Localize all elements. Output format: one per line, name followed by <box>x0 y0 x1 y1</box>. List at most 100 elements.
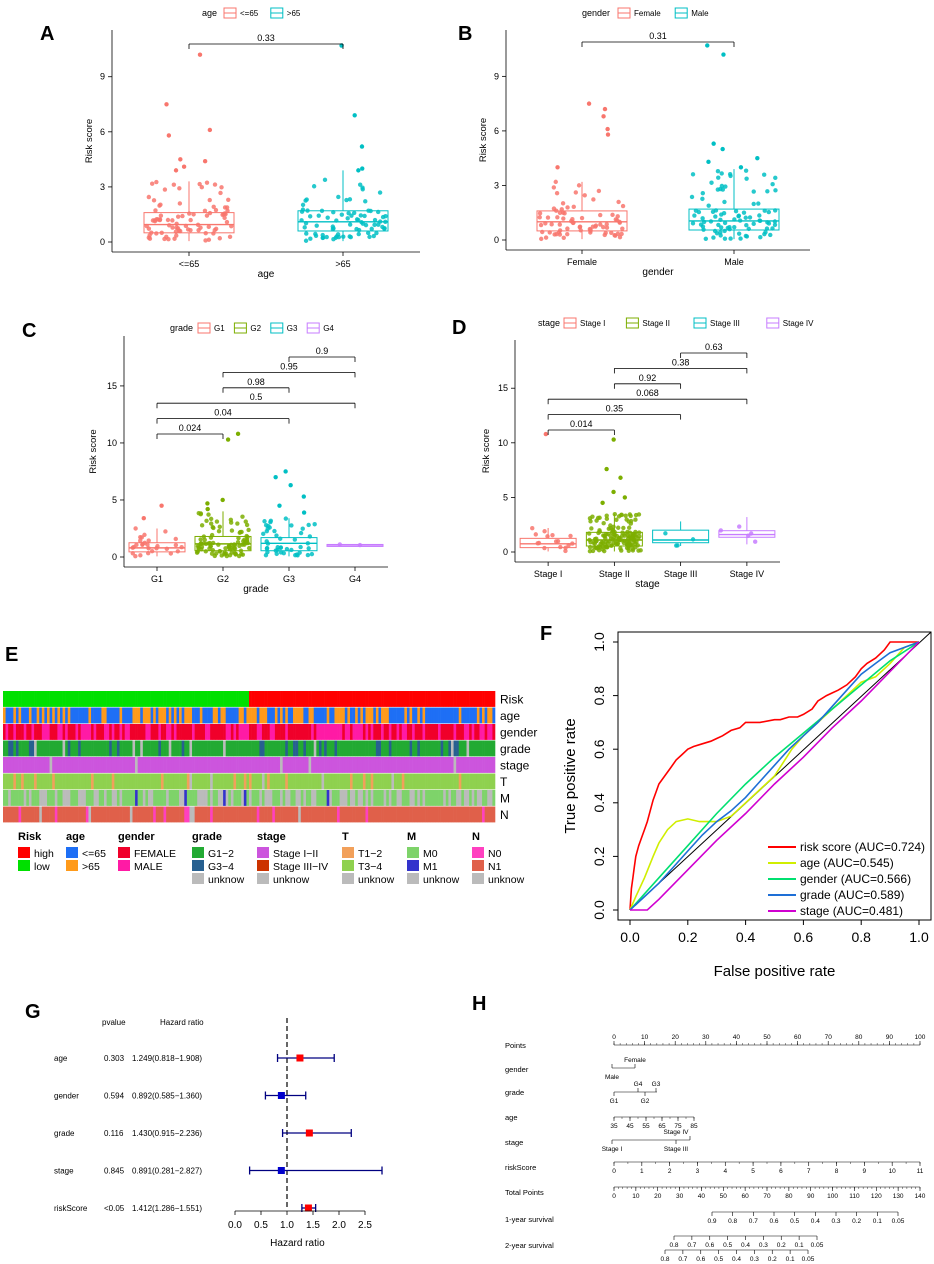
y-tick-label: 10 <box>107 438 117 448</box>
heatmap-cell <box>445 707 449 724</box>
heatmap-cell <box>399 691 403 707</box>
heatmap-cell <box>228 740 232 757</box>
data-point <box>605 531 610 537</box>
heatmap-cell <box>57 707 61 724</box>
heatmap-cell <box>443 757 447 773</box>
heatmap-cell <box>419 757 423 773</box>
heatmap-cell <box>458 724 462 740</box>
heatmap-cell <box>238 806 242 823</box>
legend-label: unknow <box>273 874 310 886</box>
heatmap-cell <box>251 806 255 823</box>
heatmap-cell <box>394 691 397 707</box>
heatmap-cell <box>119 691 123 707</box>
heatmap-cell <box>241 724 245 740</box>
heatmap-cell <box>251 691 255 707</box>
heatmap-cell <box>184 691 188 707</box>
legend-label: G1 <box>214 324 225 333</box>
heatmap-cell <box>489 790 493 806</box>
y-tick-label: 0.6 <box>591 739 607 759</box>
heatmap-cell <box>355 740 359 757</box>
heatmap-cell <box>194 724 198 740</box>
heatmap-cell <box>282 773 286 790</box>
legend-label: T3−4 <box>358 861 382 873</box>
heatmap-cell <box>352 707 356 724</box>
data-point <box>570 541 575 546</box>
heatmap-cell <box>8 724 12 740</box>
heatmap-cell <box>412 757 416 773</box>
data-point <box>617 220 622 225</box>
heatmap-cell <box>272 806 276 823</box>
data-point <box>719 212 724 217</box>
heatmap-cell <box>370 707 374 724</box>
heatmap-cell <box>285 740 289 757</box>
data-point <box>336 194 341 200</box>
data-point <box>624 542 630 547</box>
heatmap-cell <box>373 707 377 724</box>
heatmap-cell <box>479 773 483 790</box>
heatmap-cell <box>303 790 307 806</box>
heatmap-cell <box>26 691 30 707</box>
data-point <box>337 542 343 547</box>
heatmap-cell <box>360 724 364 740</box>
data-point <box>213 207 219 213</box>
heatmap-cell <box>122 790 126 806</box>
data-point <box>204 518 209 523</box>
heatmap-cell <box>233 724 237 740</box>
heatmap-cell <box>67 806 71 823</box>
data-point <box>383 213 388 219</box>
heatmap-cell <box>41 691 45 707</box>
heatmap-cell <box>96 740 100 757</box>
heatmap-cell <box>331 757 335 773</box>
heatmap-cell <box>474 707 478 724</box>
heatmap-cell <box>202 757 206 773</box>
heatmap-cell <box>489 757 493 773</box>
data-point <box>744 223 749 228</box>
heatmap-cell <box>109 707 113 724</box>
heatmap-cell <box>381 806 384 823</box>
legend-label: G1−2 <box>208 848 234 860</box>
heatmap-cell <box>287 773 291 790</box>
heatmap-cell <box>212 724 216 740</box>
data-point <box>145 550 151 556</box>
heatmap-cell <box>241 773 245 790</box>
heatmap-cell <box>256 691 260 707</box>
heatmap-cell <box>119 724 123 740</box>
heatmap-cell <box>137 691 141 707</box>
data-point <box>195 222 201 227</box>
heatmap-cell <box>251 707 255 724</box>
heatmap-cell <box>492 806 496 823</box>
heatmap-cell <box>300 757 304 773</box>
heatmap-cell <box>489 806 493 823</box>
legend-label: G2 <box>250 324 261 333</box>
data-point-outlier <box>301 510 307 515</box>
heatmap-cell <box>49 724 53 740</box>
row-label: riskScore <box>54 1204 88 1213</box>
data-point <box>690 172 696 177</box>
heatmap-cell <box>220 757 224 773</box>
row-pvalue: 0.594 <box>104 1092 125 1101</box>
heatmap-cell <box>192 724 195 740</box>
heatmap-cell <box>313 757 317 773</box>
heatmap-cell <box>210 790 214 806</box>
heatmap-cell <box>386 740 390 757</box>
heatmap-cell <box>186 790 190 806</box>
legend-label: M1 <box>423 861 438 873</box>
scale-tick-label: 4 <box>723 1168 727 1175</box>
data-point <box>211 525 216 531</box>
heatmap-cell <box>321 806 325 823</box>
heatmap-cell <box>5 757 9 773</box>
heatmap-cell <box>91 707 94 724</box>
heatmap-cell <box>254 740 258 757</box>
data-point <box>239 529 244 535</box>
data-point <box>177 201 183 206</box>
heatmap-cell <box>204 691 208 707</box>
data-point <box>207 197 212 203</box>
data-point <box>244 540 249 545</box>
heatmap-cell <box>373 691 377 707</box>
heatmap-cell <box>114 790 118 806</box>
heatmap-cell <box>251 724 255 740</box>
heatmap-cell <box>52 806 56 823</box>
data-point <box>147 236 153 241</box>
heatmap-cell <box>264 790 268 806</box>
heatmap-cell <box>223 740 226 757</box>
